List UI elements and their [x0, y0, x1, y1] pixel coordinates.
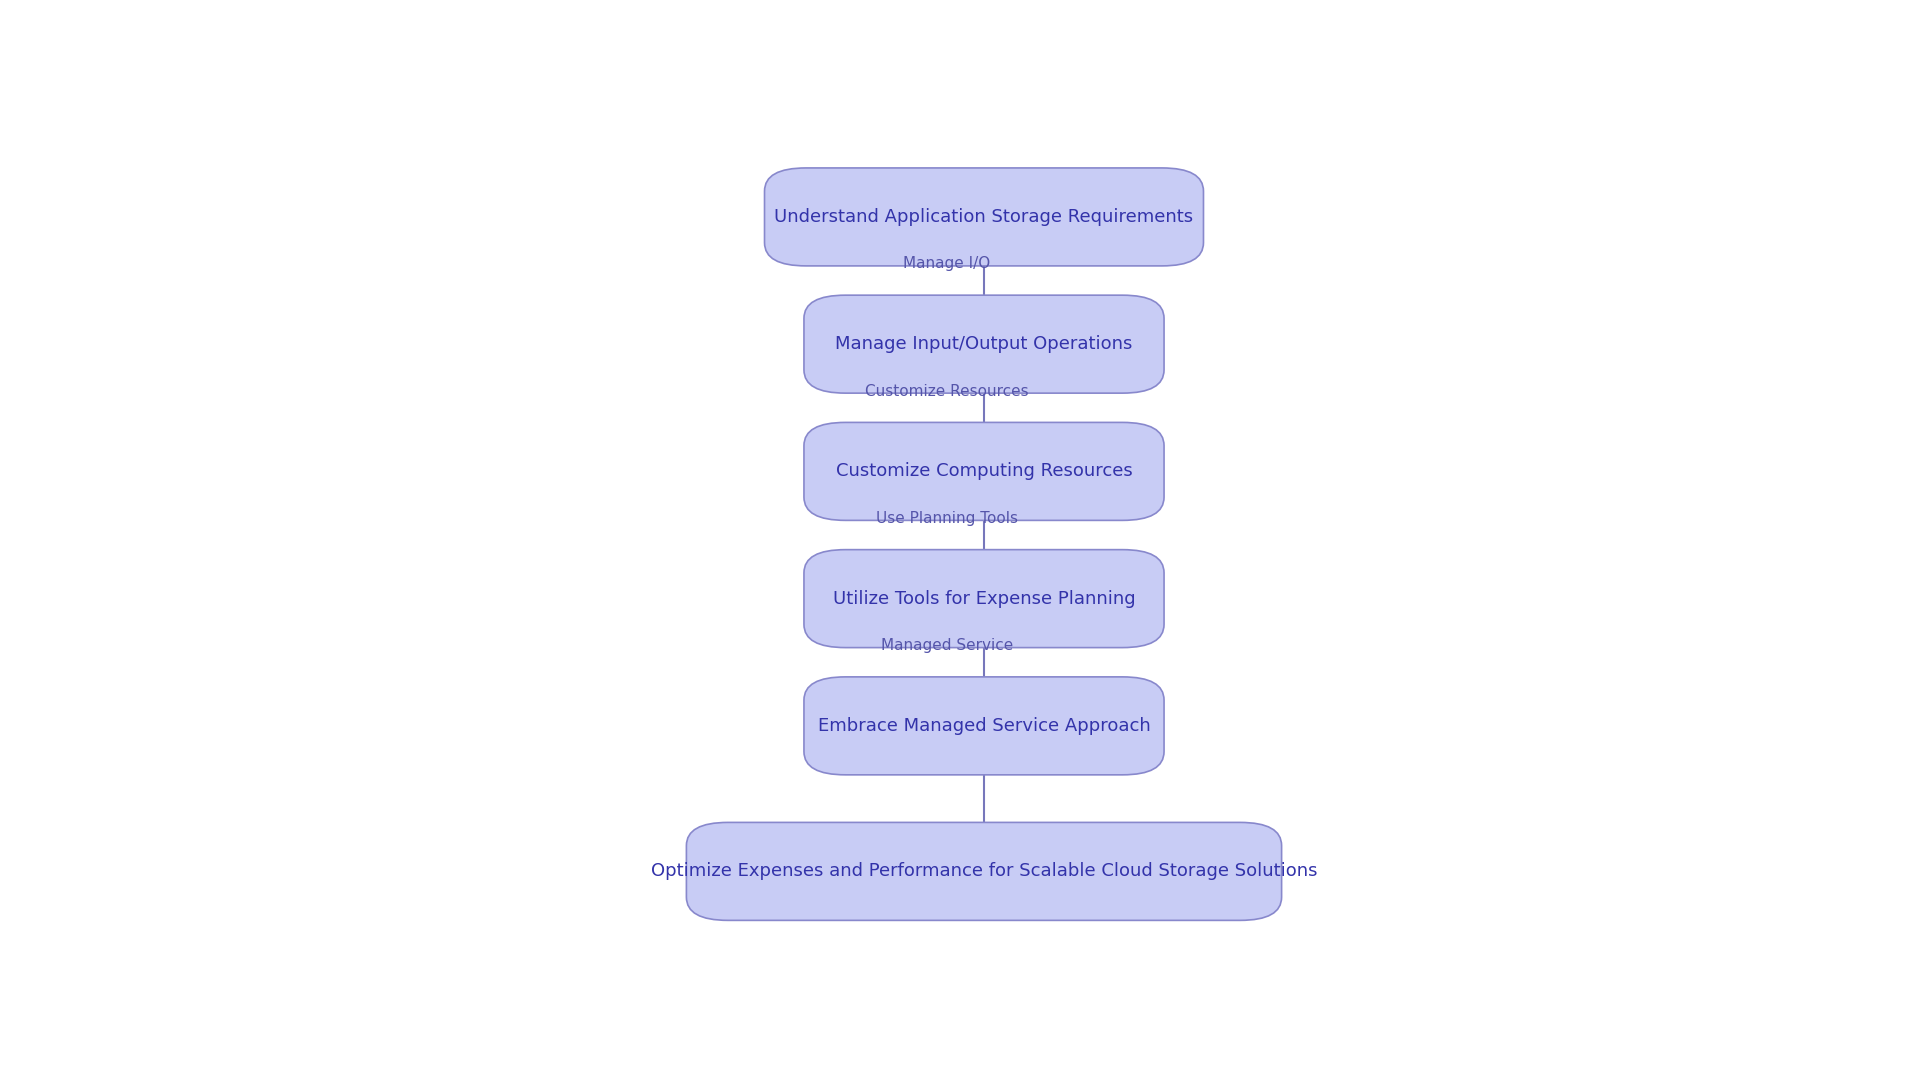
FancyBboxPatch shape — [687, 822, 1283, 920]
Text: Customize Resources: Customize Resources — [866, 383, 1029, 399]
Text: Embrace Managed Service Approach: Embrace Managed Service Approach — [818, 717, 1150, 734]
Text: Managed Service: Managed Service — [881, 638, 1014, 653]
Text: Manage Input/Output Operations: Manage Input/Output Operations — [835, 335, 1133, 353]
Text: Manage I/O: Manage I/O — [902, 256, 991, 271]
FancyBboxPatch shape — [804, 677, 1164, 774]
Text: Understand Application Storage Requirements: Understand Application Storage Requireme… — [774, 208, 1194, 226]
Text: Optimize Expenses and Performance for Scalable Cloud Storage Solutions: Optimize Expenses and Performance for Sc… — [651, 863, 1317, 880]
Text: Use Planning Tools: Use Planning Tools — [876, 511, 1018, 526]
FancyBboxPatch shape — [764, 167, 1204, 266]
FancyBboxPatch shape — [804, 295, 1164, 393]
Text: Utilize Tools for Expense Planning: Utilize Tools for Expense Planning — [833, 590, 1135, 608]
Text: Customize Computing Resources: Customize Computing Resources — [835, 462, 1133, 481]
FancyBboxPatch shape — [804, 422, 1164, 521]
FancyBboxPatch shape — [804, 550, 1164, 648]
